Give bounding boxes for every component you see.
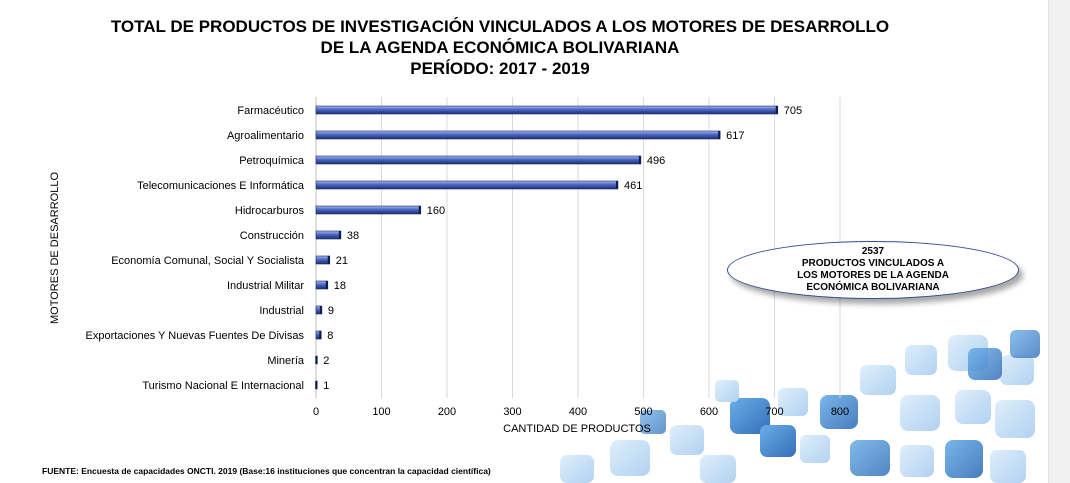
x-tick-label: 500 bbox=[634, 406, 652, 418]
x-tick-label: 0 bbox=[313, 406, 319, 418]
window-edge bbox=[1048, 0, 1070, 483]
bar bbox=[315, 180, 619, 190]
bar-end-cap bbox=[315, 381, 318, 389]
data-label: 461 bbox=[624, 180, 642, 192]
source-footnote: FUENTE: Encuesta de capacidades ONCTI. 2… bbox=[42, 466, 491, 476]
bar bbox=[315, 255, 331, 265]
bar-end-cap bbox=[638, 156, 641, 164]
summary-callout: 2537 PRODUCTOS VINCULADOS A LOS MOTORES … bbox=[727, 241, 1019, 299]
x-tick-label: 700 bbox=[765, 406, 783, 418]
data-label: 2 bbox=[323, 355, 329, 367]
x-tick-label: 300 bbox=[503, 406, 521, 418]
data-label: 18 bbox=[334, 280, 346, 292]
bar-end-cap bbox=[338, 231, 341, 239]
bar bbox=[315, 155, 642, 165]
data-label: 705 bbox=[784, 105, 802, 117]
category-label: Farmacéutico bbox=[237, 105, 304, 117]
category-label: Economía Comunal, Social Y Socialista bbox=[111, 255, 305, 267]
x-tick-label: 100 bbox=[372, 406, 390, 418]
data-label: 496 bbox=[647, 155, 665, 167]
bar-end-cap bbox=[325, 281, 328, 289]
bar-end-cap bbox=[615, 181, 618, 189]
data-label: 9 bbox=[328, 305, 334, 317]
x-tick-label: 200 bbox=[438, 406, 456, 418]
bar bbox=[315, 130, 721, 140]
bar-end-cap bbox=[319, 331, 322, 339]
bar-end-cap bbox=[718, 131, 721, 139]
y-axis-title: MOTORES DE DESARROLLO bbox=[49, 172, 61, 324]
summary-line-3: ECONÓMICA BOLIVARIANA bbox=[806, 282, 940, 293]
bar-end-cap bbox=[418, 206, 421, 214]
data-label: 617 bbox=[726, 130, 744, 142]
category-label: Petroquímica bbox=[239, 155, 305, 167]
category-label: Turismo Nacional E Internacional bbox=[142, 380, 304, 392]
bar-end-cap bbox=[319, 306, 322, 314]
summary-line-2: LOS MOTORES DE LA AGENDA bbox=[797, 270, 949, 281]
category-label: Exportaciones Y Nuevas Fuentes De Divisa… bbox=[86, 330, 305, 342]
category-label: Construcción bbox=[240, 230, 304, 242]
chart-title: TOTAL DE PRODUCTOS DE INVESTIGACIÓN VINC… bbox=[60, 16, 940, 79]
summary-line-1: PRODUCTOS VINCULADOS A bbox=[801, 258, 945, 269]
x-axis-title: CANTIDAD DE PRODUCTOS bbox=[503, 423, 651, 435]
bar bbox=[315, 205, 422, 215]
category-label: Telecomunicaciones E Informática bbox=[137, 180, 305, 192]
title-line-3: PERÍODO: 2017 - 2019 bbox=[410, 59, 590, 78]
x-tick-label: 600 bbox=[700, 406, 718, 418]
bar-end-cap bbox=[775, 106, 778, 114]
category-label: Industrial bbox=[259, 305, 304, 317]
bar bbox=[315, 230, 342, 240]
title-line-1: TOTAL DE PRODUCTOS DE INVESTIGACIÓN VINC… bbox=[110, 17, 890, 36]
bar-end-cap bbox=[327, 256, 330, 264]
category-label: Hidrocarburos bbox=[235, 205, 305, 217]
data-label: 21 bbox=[336, 255, 348, 267]
bar bbox=[315, 105, 779, 115]
summary-total: 2537 bbox=[861, 246, 885, 257]
title-line-2: DE LA AGENDA ECONÓMICA BOLIVARIANA bbox=[320, 38, 680, 57]
data-label: 1 bbox=[323, 380, 329, 392]
x-tick-label: 400 bbox=[569, 406, 587, 418]
category-label: Agroalimentario bbox=[227, 130, 304, 142]
data-label: 38 bbox=[347, 230, 359, 242]
category-label: Industrial Militar bbox=[227, 280, 304, 292]
bar-end-cap bbox=[315, 356, 318, 364]
x-tick-label: 800 bbox=[831, 406, 849, 418]
data-label: 160 bbox=[427, 205, 445, 217]
data-label: 8 bbox=[327, 330, 333, 342]
category-label: Minería bbox=[267, 355, 305, 367]
